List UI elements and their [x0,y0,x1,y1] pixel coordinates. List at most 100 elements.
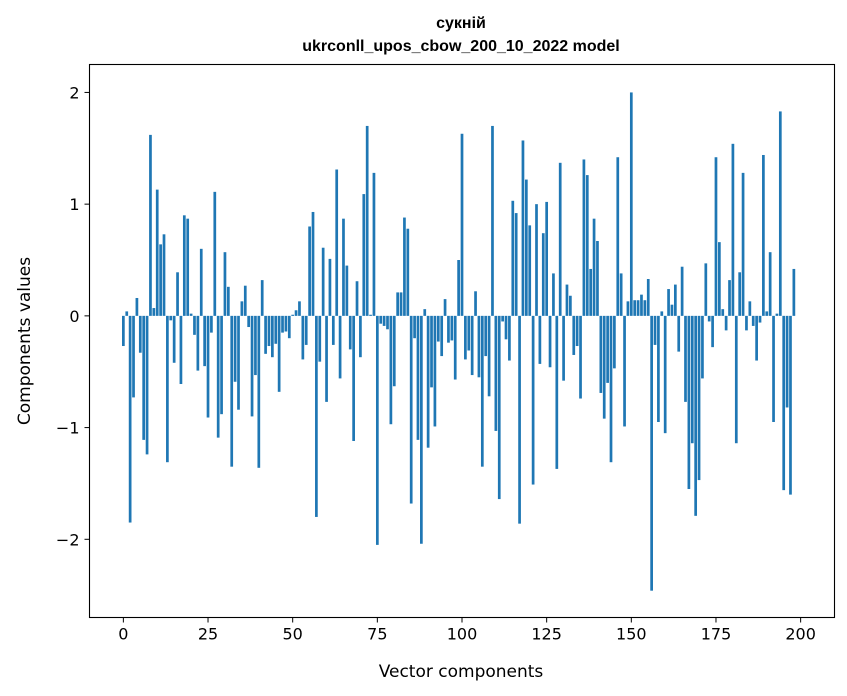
plot-frame [88,63,836,619]
bar [629,92,633,316]
bar [267,315,271,347]
bar [426,315,430,448]
bar [660,311,664,316]
bar [169,315,173,321]
bar [271,315,274,358]
bar [589,268,593,316]
bar [399,292,403,316]
x-tick-label: 0 [118,625,128,644]
bar [155,189,159,316]
bar [758,315,762,323]
bar [315,315,318,517]
bar [707,315,711,322]
bar [613,315,616,369]
bar [423,309,427,316]
bar [633,300,637,316]
bar [718,242,721,316]
bar [162,234,166,316]
bar [308,226,311,316]
bar [477,315,481,378]
bar [213,191,217,316]
bar [663,315,667,434]
bar [362,194,366,316]
bar [311,211,315,316]
bar [653,315,657,345]
y-tick-label: 1 [69,195,79,214]
bar [731,143,735,316]
bar [734,315,738,444]
bar [331,315,335,345]
bar [182,215,186,316]
bar [375,315,379,545]
bar [365,125,369,316]
bar [440,315,444,357]
bar [582,159,586,316]
bar [172,315,176,363]
bar [152,308,156,316]
bar [552,273,555,316]
bar [247,315,251,328]
bar [643,300,647,316]
bar [575,315,579,347]
bar [599,315,603,393]
bar [223,252,227,316]
y-axis-label: Components values [15,257,35,425]
bar [372,172,376,316]
bar [436,315,440,342]
bar [403,217,406,316]
bar [687,315,691,490]
bar [250,315,254,417]
bar [646,279,650,316]
bar [264,315,267,354]
bar [745,315,748,331]
bar [521,140,525,316]
bar [721,309,725,316]
bar [230,315,234,467]
bar [680,266,684,316]
bar [325,315,328,402]
bar [386,315,389,330]
bar [233,315,237,382]
x-tick-label: 150 [616,625,647,644]
bar [569,295,572,316]
bar [775,313,779,316]
bar [497,315,501,500]
bar [348,315,352,350]
bar [531,315,535,485]
bar [122,315,125,347]
bar [294,310,298,316]
x-tick-label: 50 [283,625,303,644]
bar [338,315,342,379]
bar [166,315,169,463]
bar [359,315,362,358]
bar [281,315,284,333]
bar [193,315,196,335]
bar [304,315,308,345]
bar [480,315,484,467]
bar [335,169,339,316]
bar [684,315,687,402]
bar [555,315,559,469]
bar [189,313,193,316]
bar [714,157,718,316]
bar [138,315,142,353]
bar [457,260,460,316]
bar [765,311,769,316]
bar [778,111,782,316]
bar [789,315,792,495]
bar [142,315,146,440]
bar [318,315,322,362]
bar [396,292,400,316]
bar [541,233,545,316]
x-axis-ticks: 0 25 50 75 100 125 150 175 200 [118,617,816,644]
bar [206,315,210,418]
bar [579,315,582,399]
bar [741,172,745,316]
bar [711,315,714,348]
bar [464,315,467,360]
y-tick-label: −1 [56,419,80,438]
bar [670,304,674,316]
bar [636,300,640,316]
bar [342,218,345,316]
